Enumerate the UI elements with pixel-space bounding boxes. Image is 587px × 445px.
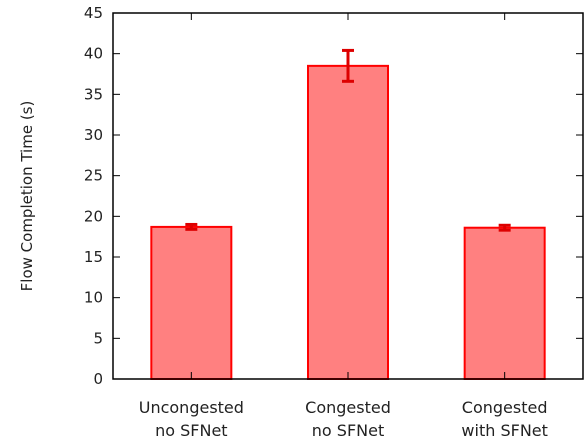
x-category-label: Congested: [462, 398, 548, 417]
bar: [307, 64, 389, 380]
y-tick-label: 0: [93, 370, 103, 388]
x-category-label: no SFNet: [155, 421, 227, 440]
y-tick-label: 35: [84, 85, 103, 103]
y-tick-label: 10: [84, 289, 103, 307]
x-axis-labels: Uncongested no SFNet Congested no SFNet Cong…: [139, 398, 548, 440]
y-tick-label: 20: [84, 207, 103, 225]
x-category-label: with SFNet: [461, 421, 547, 440]
y-axis-title: Flow Completion Time (s): [18, 101, 36, 292]
bar: [150, 225, 233, 380]
plot-frame: [112, 12, 584, 380]
x-category-label: Uncongested: [139, 398, 244, 417]
y-tick-label: 40: [84, 45, 103, 63]
x-category-label: Congested: [305, 398, 391, 417]
y-tick-label: 45: [84, 4, 103, 22]
error-bars: [185, 48, 511, 232]
y-tick-label: 30: [84, 126, 103, 144]
y-tick-label: 25: [84, 167, 103, 185]
y-axis-ticks: 0 5 10 15 20 25 30 35 40 45: [84, 4, 583, 388]
y-tick-label: 15: [84, 248, 103, 266]
bar: [463, 226, 546, 380]
x-category-label: no SFNet: [312, 421, 384, 440]
y-tick-label: 5: [93, 329, 103, 347]
